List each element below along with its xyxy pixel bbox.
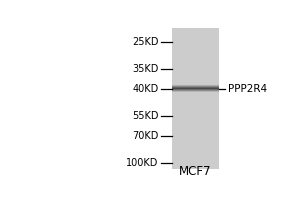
Text: MCF7: MCF7: [179, 165, 212, 178]
Text: 70KD: 70KD: [132, 131, 158, 141]
Text: 35KD: 35KD: [132, 64, 158, 74]
Text: 55KD: 55KD: [132, 111, 158, 121]
Text: 40KD: 40KD: [132, 84, 158, 94]
Text: PPP2R4: PPP2R4: [228, 84, 267, 94]
Text: 25KD: 25KD: [132, 37, 158, 47]
Text: 100KD: 100KD: [126, 158, 158, 168]
